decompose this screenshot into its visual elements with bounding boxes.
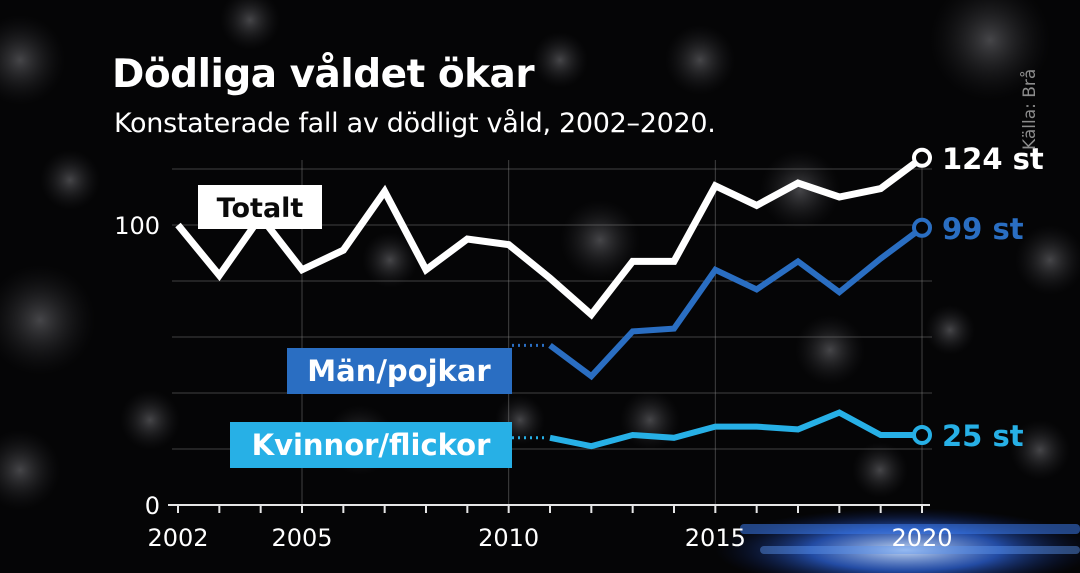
series-women-line xyxy=(549,409,922,450)
total-series-label: Totalt xyxy=(217,193,304,224)
chart-subtitle: Konstaterade fall av dödligt våld, 2002–… xyxy=(114,108,716,139)
x-tick-label: 2020 xyxy=(891,524,952,552)
women-end-label: 25 st xyxy=(942,419,1024,453)
series-men-line xyxy=(548,225,924,381)
x-tick-label: 2002 xyxy=(147,524,208,552)
men-end-label: 99 st xyxy=(942,212,1024,246)
series-total-line xyxy=(175,154,925,320)
x-tick-label: 2015 xyxy=(685,524,746,552)
series-end-marker xyxy=(912,147,932,168)
chart-title: Dödliga våldet ökar xyxy=(112,52,535,97)
x-tick-label: 2010 xyxy=(478,524,539,552)
men-series-label: Män/pojkar xyxy=(307,354,491,388)
source-credit: Källa: Brå xyxy=(1020,68,1040,150)
y-tick-label: 100 xyxy=(114,212,160,240)
x-tick-label: 2005 xyxy=(271,524,332,552)
y-tick-label: 0 xyxy=(145,492,160,520)
total-label-box xyxy=(198,185,322,229)
series-end-marker xyxy=(912,425,932,445)
women-series-label: Kvinnor/flickor xyxy=(252,428,491,462)
series-end-marker xyxy=(912,217,932,238)
women-label-box xyxy=(230,422,512,468)
total-end-label: 124 st xyxy=(942,142,1044,176)
men-label-box xyxy=(287,348,512,394)
